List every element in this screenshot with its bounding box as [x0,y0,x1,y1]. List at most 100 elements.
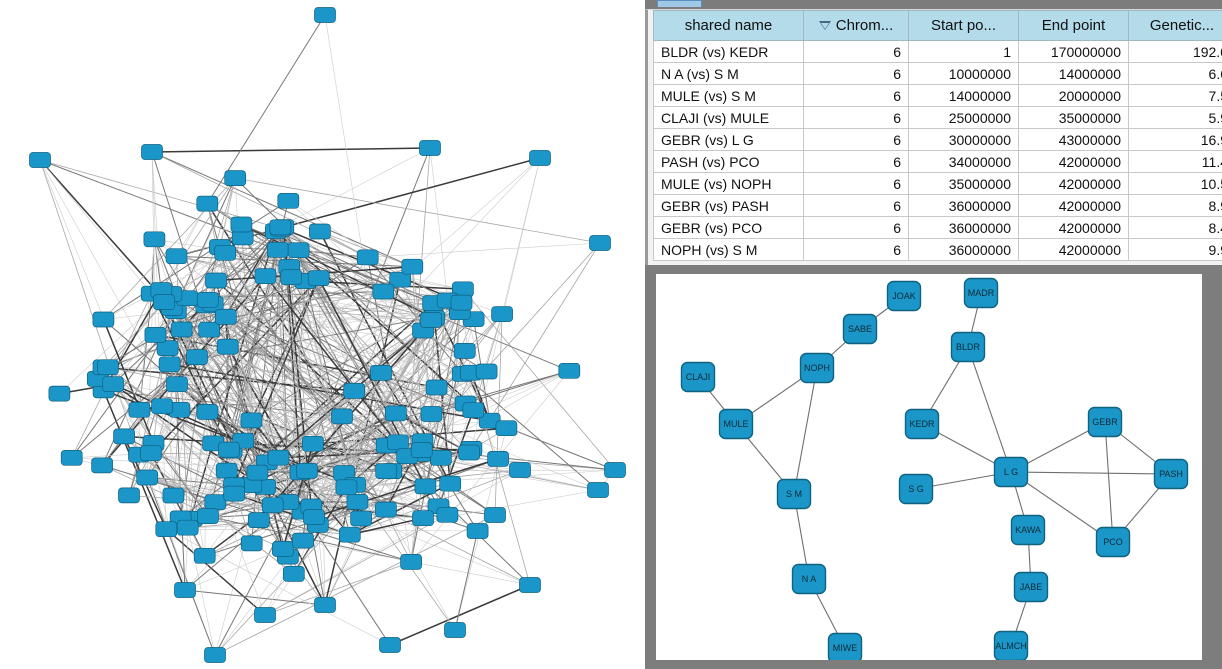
node-shape[interactable] [904,408,940,440]
main-network-edge[interactable] [302,302,462,512]
main-network-edge[interactable] [264,561,412,616]
node-shape[interactable] [1153,458,1189,490]
main-network-node[interactable] [314,7,336,23]
main-network-node[interactable] [204,494,227,511]
main-network-edge[interactable] [154,239,422,451]
main-network-edge[interactable] [181,329,392,472]
main-network-node[interactable] [155,521,178,538]
main-network-edge[interactable] [215,501,362,519]
table-cell-start_point[interactable]: 35000000 [908,172,1019,195]
main-network-node[interactable] [453,343,476,359]
table-cell-genetic[interactable]: 8.9 [1128,194,1222,217]
main-network-node[interactable] [519,577,541,593]
main-network-node[interactable] [292,532,314,549]
main-network-edge[interactable] [235,177,601,244]
table-cell-genetic[interactable]: 9.9 [1128,238,1222,261]
main-network-edge[interactable] [399,279,424,331]
main-network-node[interactable] [224,170,247,186]
main-network-node[interactable] [410,442,433,458]
table-cell-end_point[interactable]: 42000000 [1018,150,1129,173]
main-network-node[interactable] [128,401,151,418]
main-network-edge[interactable] [103,200,289,320]
table-cell-end_point[interactable]: 42000000 [1018,216,1129,239]
main-network-node[interactable] [153,294,175,310]
column-header-chromosome[interactable]: Chrom... [803,10,909,41]
main-network-node[interactable] [214,244,237,261]
main-network-node[interactable] [193,547,216,564]
main-network-edge[interactable] [107,366,235,494]
main-network-node[interactable] [419,140,441,156]
table-cell-chromosome[interactable]: 6 [803,238,909,261]
main-network-node[interactable] [420,312,442,328]
table-cell-shared_name[interactable]: GEBR (vs) L G [653,128,804,151]
main-network-panel[interactable] [0,0,645,669]
subnetwork-node[interactable]: BLDR [950,331,986,363]
main-network-node[interactable] [215,462,238,479]
main-network-node[interactable] [230,216,253,233]
table-cell-end_point[interactable]: 43000000 [1018,128,1129,151]
table-cell-end_point[interactable]: 42000000 [1018,238,1129,261]
main-network-node[interactable] [29,152,51,168]
main-network-edge[interactable] [176,203,208,257]
main-network-node[interactable] [277,192,300,209]
node-shape[interactable] [718,408,754,440]
main-network-node[interactable] [314,597,336,613]
table-cell-genetic[interactable]: 6.6 [1128,62,1222,85]
main-network-edge[interactable] [389,584,531,646]
main-network-edge[interactable] [454,530,479,631]
main-network-edge[interactable] [277,249,570,372]
main-network-edge[interactable] [155,334,396,414]
main-network-graph[interactable] [0,0,645,669]
main-network-node[interactable] [240,535,263,552]
main-network-node[interactable] [458,444,480,461]
table-cell-start_point[interactable]: 14000000 [908,84,1019,107]
main-network-edge[interactable] [150,452,441,459]
column-header-shared-name[interactable]: shared name [653,10,804,41]
table-cell-start_point[interactable]: 25000000 [908,106,1019,129]
main-network-node[interactable] [343,383,366,399]
main-network-node[interactable] [272,541,294,557]
main-network-edge[interactable] [39,159,173,309]
main-network-edge[interactable] [231,350,465,451]
main-network-node[interactable] [529,150,551,166]
main-network-edge[interactable] [151,151,368,258]
table-cell-genetic[interactable]: 7.5 [1128,84,1222,107]
main-network-edge[interactable] [343,371,487,474]
main-network-node[interactable] [176,519,199,536]
table-cell-shared_name[interactable]: NOPH (vs) S M [653,238,804,261]
main-network-node[interactable] [287,242,310,259]
main-network-node[interactable] [197,508,219,524]
main-network-node[interactable] [338,526,361,543]
main-network-node[interactable] [389,271,412,288]
main-network-node[interactable] [269,219,292,236]
node-shape[interactable] [1010,514,1046,546]
node-shape[interactable] [950,331,986,363]
main-network-edge[interactable] [349,517,424,536]
main-network-edge[interactable] [290,277,421,455]
main-network-node[interactable] [144,327,167,343]
node-shape[interactable] [993,456,1029,488]
main-network-edge[interactable] [298,249,368,258]
subnetwork-node[interactable]: JABE [1013,571,1049,603]
subnetwork-canvas[interactable]: CLAJI MULE NOPH SABE JOAK S M N A MIWE MADR BLDR K… [656,274,1202,660]
table-cell-start_point[interactable]: 36000000 [908,238,1019,261]
main-network-node[interactable] [558,362,581,379]
main-network-node[interactable] [484,507,506,523]
main-network-node[interactable] [309,223,331,240]
main-network-edge[interactable] [215,280,432,321]
main-network-edge[interactable] [103,301,165,368]
main-network-node[interactable] [466,523,489,539]
main-network-edge[interactable] [151,151,174,496]
main-network-node[interactable] [589,235,611,251]
table-cell-chromosome[interactable]: 6 [803,40,909,63]
main-network-edge[interactable] [385,509,456,631]
main-network-edge[interactable] [313,458,499,518]
main-network-node[interactable] [136,469,159,486]
node-shape[interactable] [898,473,934,505]
main-network-edge[interactable] [151,151,413,268]
column-header-start-point[interactable]: Start po... [908,10,1019,41]
